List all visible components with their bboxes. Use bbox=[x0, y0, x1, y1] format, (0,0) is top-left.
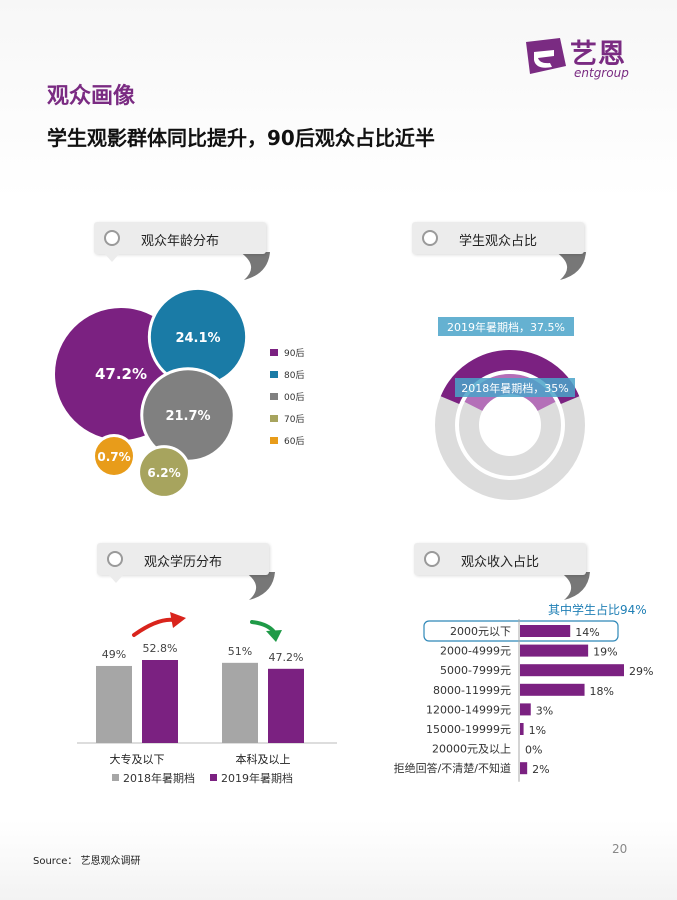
gauge-value-label: 2019年暑期档，37.5% bbox=[447, 320, 565, 334]
entgroup-logo-icon bbox=[526, 38, 566, 74]
legend-swatch bbox=[270, 349, 278, 356]
bubble-80后 bbox=[150, 289, 246, 385]
income-value-label: 29% bbox=[629, 665, 653, 678]
bubble-value-label: 21.7% bbox=[165, 409, 210, 424]
bubble-60后 bbox=[95, 437, 133, 475]
income-bar bbox=[520, 683, 585, 696]
x-tick-label: 本科及以上 bbox=[236, 752, 291, 766]
income-value-label: 18% bbox=[590, 685, 614, 698]
trend-up-arrow-icon bbox=[132, 617, 176, 637]
legend-swatch bbox=[112, 774, 119, 781]
circle-bullet-icon bbox=[424, 551, 440, 567]
legend-label: 70后 bbox=[284, 414, 304, 425]
income-category-label: 拒绝回答/不清楚/不知道 bbox=[394, 761, 511, 775]
panel-header-income: 观众收入占比 bbox=[414, 543, 586, 575]
income-bar bbox=[520, 664, 624, 677]
income-category-label: 2000-4999元 bbox=[440, 645, 511, 658]
panel-header-education: 观众学历分布 bbox=[97, 543, 269, 575]
bubble-value-label: 6.2% bbox=[147, 466, 180, 480]
income-category-label: 8000-11999元 bbox=[433, 684, 511, 697]
legend-swatch bbox=[270, 437, 278, 444]
legend-label: 80后 bbox=[284, 370, 304, 381]
panel-title-age: 观众年龄分布 bbox=[140, 234, 219, 249]
income-bar bbox=[520, 762, 528, 775]
panel-shadow-age bbox=[240, 252, 270, 280]
income-category-label: 5000-7999元 bbox=[440, 664, 511, 677]
panel-title-student: 学生观众占比 bbox=[458, 234, 537, 249]
legend-swatch bbox=[270, 393, 278, 400]
edu-bar-value-label: 52.8% bbox=[143, 642, 178, 655]
circle-bullet-icon bbox=[104, 230, 120, 246]
income-value-label: 2% bbox=[532, 763, 549, 776]
x-tick-label: 大专及以下 bbox=[110, 752, 165, 766]
edu-bar bbox=[268, 668, 304, 743]
panel-title-education: 观众学历分布 bbox=[143, 555, 222, 570]
circle-bullet-icon bbox=[422, 230, 438, 246]
panel-header-age: 观众年龄分布 bbox=[94, 222, 266, 254]
income-category-label: 15000-19999元 bbox=[426, 723, 511, 736]
panel-shadow-income bbox=[560, 572, 590, 600]
brand-logo: 艺恩 entgroup bbox=[520, 32, 660, 82]
income-category-label: 2000元以下 bbox=[450, 625, 511, 638]
panel-title-income: 观众收入占比 bbox=[460, 555, 539, 570]
legend-label: 00后 bbox=[284, 392, 304, 403]
edu-bar bbox=[96, 665, 132, 743]
trend-up-arrowhead-icon bbox=[170, 612, 186, 628]
bubble-value-label: 0.7% bbox=[97, 450, 130, 464]
edu-bar-value-label: 47.2% bbox=[269, 651, 304, 664]
source-note: Source： 艺恩观众调研 bbox=[33, 856, 141, 867]
income-value-label: 14% bbox=[575, 626, 599, 639]
income-bar-chart: 其中学生占比94% 2000元以下 14% 2000-4999元 19% 5000-799… bbox=[394, 602, 653, 782]
gauge-value-label: 2018年暑期档，35% bbox=[461, 381, 568, 395]
income-value-label: 0% bbox=[525, 744, 542, 757]
brand-name-en: entgroup bbox=[574, 66, 629, 80]
income-category-label: 12000-14999元 bbox=[426, 703, 511, 716]
legend-swatch bbox=[270, 415, 278, 422]
trend-down-arrow-icon bbox=[250, 620, 276, 634]
page-title: 观众画像 bbox=[47, 84, 136, 109]
income-highlight-box bbox=[423, 620, 619, 642]
panel-header-student: 学生观众占比 bbox=[412, 222, 584, 254]
income-category-label: 20000元及以上 bbox=[432, 743, 511, 756]
income-bar bbox=[520, 644, 589, 657]
page-subtitle: 学生观影群体同比提升，90后观众占比近半 bbox=[47, 126, 435, 150]
income-annotation: 其中学生占比94% bbox=[548, 602, 647, 617]
brand-name-cn: 艺恩 bbox=[570, 39, 626, 70]
bubble-70后 bbox=[140, 448, 188, 496]
panel-pointer-age bbox=[104, 253, 120, 262]
legend-swatch bbox=[270, 371, 278, 378]
legend-label: 90后 bbox=[284, 348, 304, 359]
edu-bar-value-label: 49% bbox=[102, 648, 126, 661]
panel-shadow-education bbox=[245, 572, 275, 600]
edu-bar bbox=[142, 660, 178, 743]
age-bubble-chart: 47.2% 24.1% 21.7% 6.2% 0.7% 90后 80后 00后 70后 60后 bbox=[52, 286, 304, 499]
income-bar bbox=[520, 625, 571, 637]
edu-bar-value-label: 51% bbox=[228, 645, 252, 658]
page-number: 20 bbox=[612, 842, 628, 856]
trend-down-arrowhead-icon bbox=[266, 630, 282, 642]
gauge-label-box bbox=[455, 378, 575, 397]
legend-label: 60后 bbox=[284, 436, 304, 447]
income-value-label: 19% bbox=[593, 646, 617, 659]
bubble-value-label: 47.2% bbox=[95, 365, 147, 383]
education-bar-chart: 49% 52.8% 大专及以下 51% 47.2% 本科及以上 2018年暑期档 2019年暑… bbox=[77, 612, 337, 785]
edu-bar bbox=[222, 662, 258, 743]
gauge-label-box bbox=[438, 317, 574, 336]
income-value-label: 1% bbox=[529, 724, 546, 737]
panel-shadow-student bbox=[556, 252, 586, 280]
circle-bullet-icon bbox=[107, 551, 123, 567]
student-gauge-chart: 2019年暑期档，37.5% 2018年暑期档，35% bbox=[435, 317, 585, 500]
panel-pointer-education bbox=[108, 574, 124, 583]
bubble-00后 bbox=[143, 370, 233, 460]
income-bar bbox=[520, 703, 531, 716]
income-bar bbox=[520, 723, 524, 735]
income-value-label: 3% bbox=[536, 704, 553, 717]
bubble-value-label: 24.1% bbox=[175, 331, 220, 346]
legend-label: 2018年暑期档 bbox=[123, 771, 195, 785]
legend-swatch bbox=[210, 774, 217, 781]
legend-label: 2019年暑期档 bbox=[221, 771, 293, 785]
